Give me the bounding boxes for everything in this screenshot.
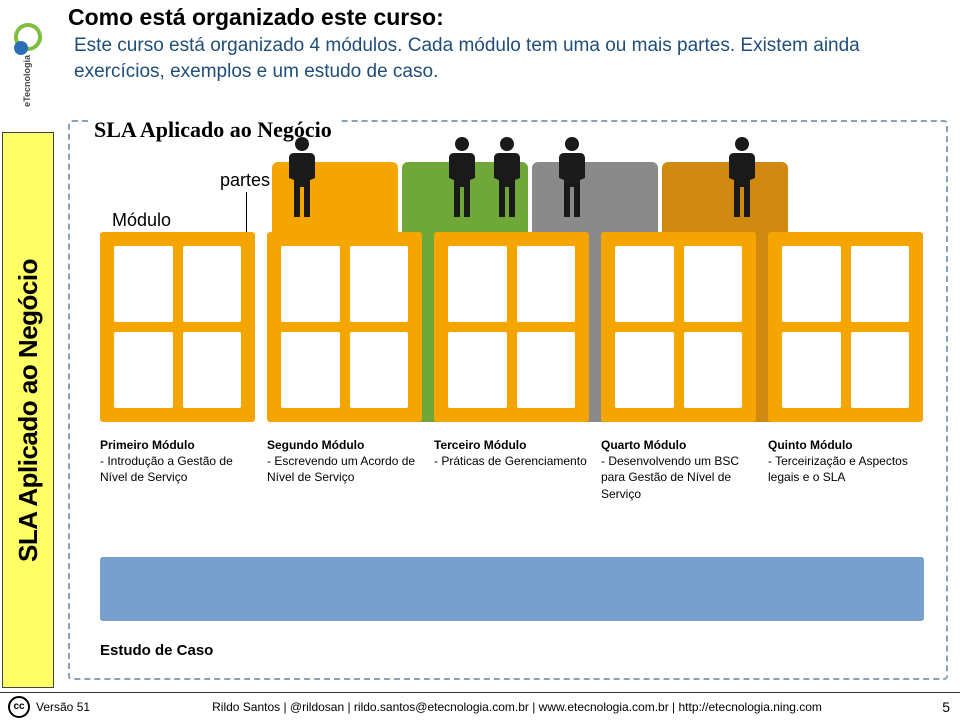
module-part-cell: [448, 246, 507, 322]
module-part-cell: [350, 246, 409, 322]
page-number: 5: [930, 699, 960, 715]
logo-text: eTecnologia: [23, 55, 33, 107]
page-subheading: Este curso está organizado 4 módulos. Ca…: [60, 33, 954, 86]
module-block: [768, 232, 923, 422]
person-silhouette-icon: [442, 137, 482, 222]
person-silhouette-icon: [282, 137, 322, 222]
bottom-bar: [100, 557, 924, 621]
module-part-cell: [615, 332, 674, 408]
module-part-cell: [517, 332, 576, 408]
module-part-cell: [114, 246, 173, 322]
module-part-cell: [350, 332, 409, 408]
label-connector-line: [246, 192, 247, 232]
module-caption: Quinto Módulo - Terceirização e Aspectos…: [768, 437, 923, 502]
person-silhouette-icon: [487, 137, 527, 222]
caption-desc: - Introdução a Gestão de Nível de Serviç…: [100, 453, 255, 485]
caption-title: Quinto Módulo: [768, 437, 923, 453]
person-silhouette-icon: [552, 137, 592, 222]
module-part-cell: [782, 332, 841, 408]
estudo-de-caso-label: Estudo de Caso: [100, 642, 213, 659]
module-part-cell: [183, 246, 242, 322]
module-caption: Segundo Módulo - Escrevendo um Acordo de…: [267, 437, 422, 502]
page-heading: Como está organizado este curso:: [60, 0, 954, 33]
sidebar-title: SLA Aplicado ao Negócio: [13, 259, 44, 562]
caption-desc: - Terceirização e Aspectos legais e o SL…: [768, 453, 923, 485]
module-part-cell: [281, 246, 340, 322]
person-silhouette-icon: [722, 137, 762, 222]
caption-title: Segundo Módulo: [267, 437, 422, 453]
caption-title: Primeiro Módulo: [100, 437, 255, 453]
logo-area: eTecnologia: [0, 0, 56, 130]
module-part-cell: [183, 332, 242, 408]
module-part-cell: [782, 246, 841, 322]
module-block: [601, 232, 756, 422]
label-partes: partes: [220, 170, 270, 191]
module-part-cell: [684, 332, 743, 408]
module-part-cell: [684, 246, 743, 322]
label-modulo: Módulo: [112, 210, 171, 231]
diagram-container: SLA Aplicado ao Negócio: [68, 120, 948, 680]
sidebar: eTecnologia SLA Aplicado ao Negócio: [0, 0, 56, 690]
footer: cc Versão 51 Rildo Santos | @rildosan | …: [0, 692, 960, 720]
module-part-cell: [851, 246, 910, 322]
module-block: [100, 232, 255, 422]
version-label: Versão 51: [36, 700, 90, 714]
module-part-cell: [114, 332, 173, 408]
caption-desc: - Desenvolvendo um BSC para Gestão de Ní…: [601, 453, 756, 502]
module-part-cell: [517, 246, 576, 322]
logo-icon: [14, 23, 42, 51]
module-caption: Quarto Módulo - Desenvolvendo um BSC par…: [601, 437, 756, 502]
cc-icon: cc: [8, 696, 30, 718]
module-captions-row: Primeiro Módulo - Introdução a Gestão de…: [100, 437, 930, 502]
caption-desc: - Escrevendo um Acordo de Nível de Servi…: [267, 453, 422, 485]
caption-desc: - Práticas de Gerenciamento: [434, 453, 589, 469]
caption-title: Terceiro Módulo: [434, 437, 589, 453]
module-part-cell: [448, 332, 507, 408]
credits-text: Rildo Santos | @rildosan | rildo.santos@…: [104, 700, 930, 714]
modules-row: [100, 232, 930, 422]
caption-title: Quarto Módulo: [601, 437, 756, 453]
module-part-cell: [615, 246, 674, 322]
module-block: [267, 232, 422, 422]
module-caption: Primeiro Módulo - Introdução a Gestão de…: [100, 437, 255, 502]
main-content: Como está organizado este curso: Este cu…: [60, 0, 954, 690]
sidebar-title-box: SLA Aplicado ao Negócio: [2, 132, 54, 688]
module-caption: Terceiro Módulo - Práticas de Gerenciame…: [434, 437, 589, 502]
module-block: [434, 232, 589, 422]
module-part-cell: [281, 332, 340, 408]
module-part-cell: [851, 332, 910, 408]
